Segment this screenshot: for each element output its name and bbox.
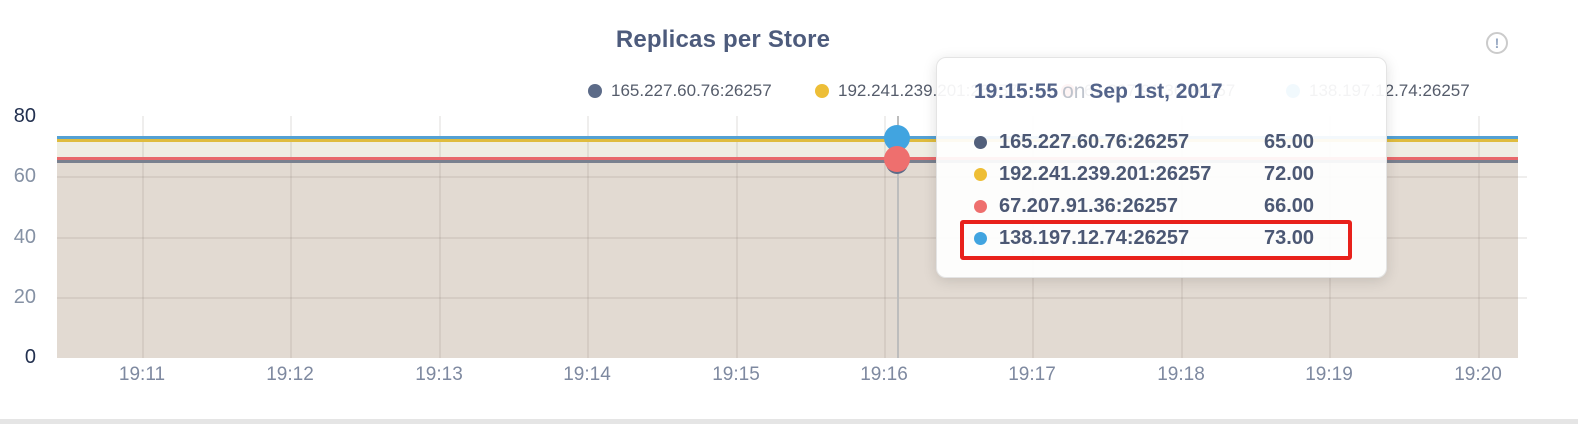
legend-dot-icon — [815, 84, 829, 98]
x-tick-1919: 19:19 — [1305, 364, 1353, 385]
series-dot-icon — [974, 231, 987, 245]
legend-label: 165.227.60.76:26257 — [611, 81, 772, 100]
gridline-h-60 — [57, 176, 1527, 178]
y-tick-0: 0 — [24, 346, 36, 368]
tooltip-rows: 165.227.60.76:26257 65.00 192.241.239.20… — [964, 126, 1348, 254]
hover-marker-red — [884, 146, 910, 172]
exclamation-glyph: ! — [1494, 35, 1500, 51]
gridline-v-1914 — [587, 116, 589, 358]
gridline-h-20 — [57, 297, 1527, 299]
y-tick-40: 40 — [13, 226, 36, 248]
gridline-h-40 — [57, 237, 1527, 239]
x-tick-1914: 19:14 — [563, 364, 611, 385]
series-dot-icon — [974, 199, 987, 213]
y-tick-60: 60 — [13, 165, 36, 187]
tooltip-row-store-3: 67.207.91.36:26257 66.00 — [964, 190, 1348, 222]
gridline-v-1920 — [1478, 116, 1480, 358]
tooltip-row-name: 67.207.91.36:26257 — [999, 194, 1179, 217]
x-tick-1915: 19:15 — [712, 364, 760, 385]
series-line-67-207-91-36 — [57, 157, 1518, 160]
x-tick-1913: 19:13 — [415, 364, 463, 385]
hover-tooltip: 19:15:55 on Sep 1st, 2017 165.227.60.76:26… — [936, 57, 1387, 278]
tooltip-row-name: 165.227.60.76:26257 — [999, 130, 1190, 153]
series-dot-icon — [974, 167, 987, 181]
x-tick-1917: 19:17 — [1008, 364, 1056, 385]
y-tick-80: 80 — [13, 105, 36, 127]
gridline-v-1911 — [142, 116, 144, 358]
gridline-v-1912 — [290, 116, 292, 358]
series-line-192-241-239-201 — [57, 139, 1518, 142]
tooltip-row-store-2: 192.241.239.201:26257 72.00 — [964, 158, 1348, 190]
y-tick-20: 20 — [13, 286, 36, 308]
tooltip-date: Sep 1st, 2017 — [1089, 80, 1223, 103]
tooltip-row-value: 66.00 — [1264, 194, 1315, 217]
tooltip-on-word: on — [1062, 80, 1086, 103]
legend-dot-icon — [588, 84, 602, 98]
panel-bottom-divider — [0, 419, 1578, 424]
tooltip-row-name: 192.241.239.201:26257 — [999, 162, 1212, 185]
legend-item-store-1[interactable]: 165.227.60.76:26257 — [588, 81, 772, 101]
series-dot-icon — [974, 135, 987, 149]
hover-crosshair-line — [897, 116, 899, 358]
tooltip-timestamp: 19:15:55 on Sep 1st, 2017 — [974, 80, 1223, 104]
series-line-138-197-12-74 — [57, 136, 1518, 139]
gridline-v-1915 — [736, 116, 738, 358]
x-tick-1918: 19:18 — [1157, 364, 1205, 385]
series-line-165-227-60-76 — [57, 160, 1518, 163]
x-tick-1912: 19:12 — [266, 364, 314, 385]
x-tick-1911: 19:11 — [118, 364, 166, 385]
tooltip-row-name: 138.197.12.74:26257 — [999, 226, 1190, 249]
gridline-v-1916 — [884, 116, 886, 358]
tooltip-time: 19:15:55 — [974, 80, 1059, 103]
tooltip-row-store-1: 165.227.60.76:26257 65.00 — [964, 126, 1348, 158]
tooltip-row-store-4-highlighted: 138.197.12.74:26257 73.00 — [964, 222, 1348, 254]
info-alert-icon[interactable]: ! — [1486, 32, 1508, 54]
gridline-v-1913 — [439, 116, 441, 358]
chart-title: Replicas per Store — [615, 26, 831, 53]
tooltip-row-value: 73.00 — [1264, 226, 1315, 249]
x-tick-1916: 19:16 — [860, 364, 908, 385]
tooltip-row-value: 65.00 — [1264, 130, 1315, 153]
x-tick-1920: 19:20 — [1454, 364, 1502, 385]
tooltip-row-value: 72.00 — [1264, 162, 1315, 185]
